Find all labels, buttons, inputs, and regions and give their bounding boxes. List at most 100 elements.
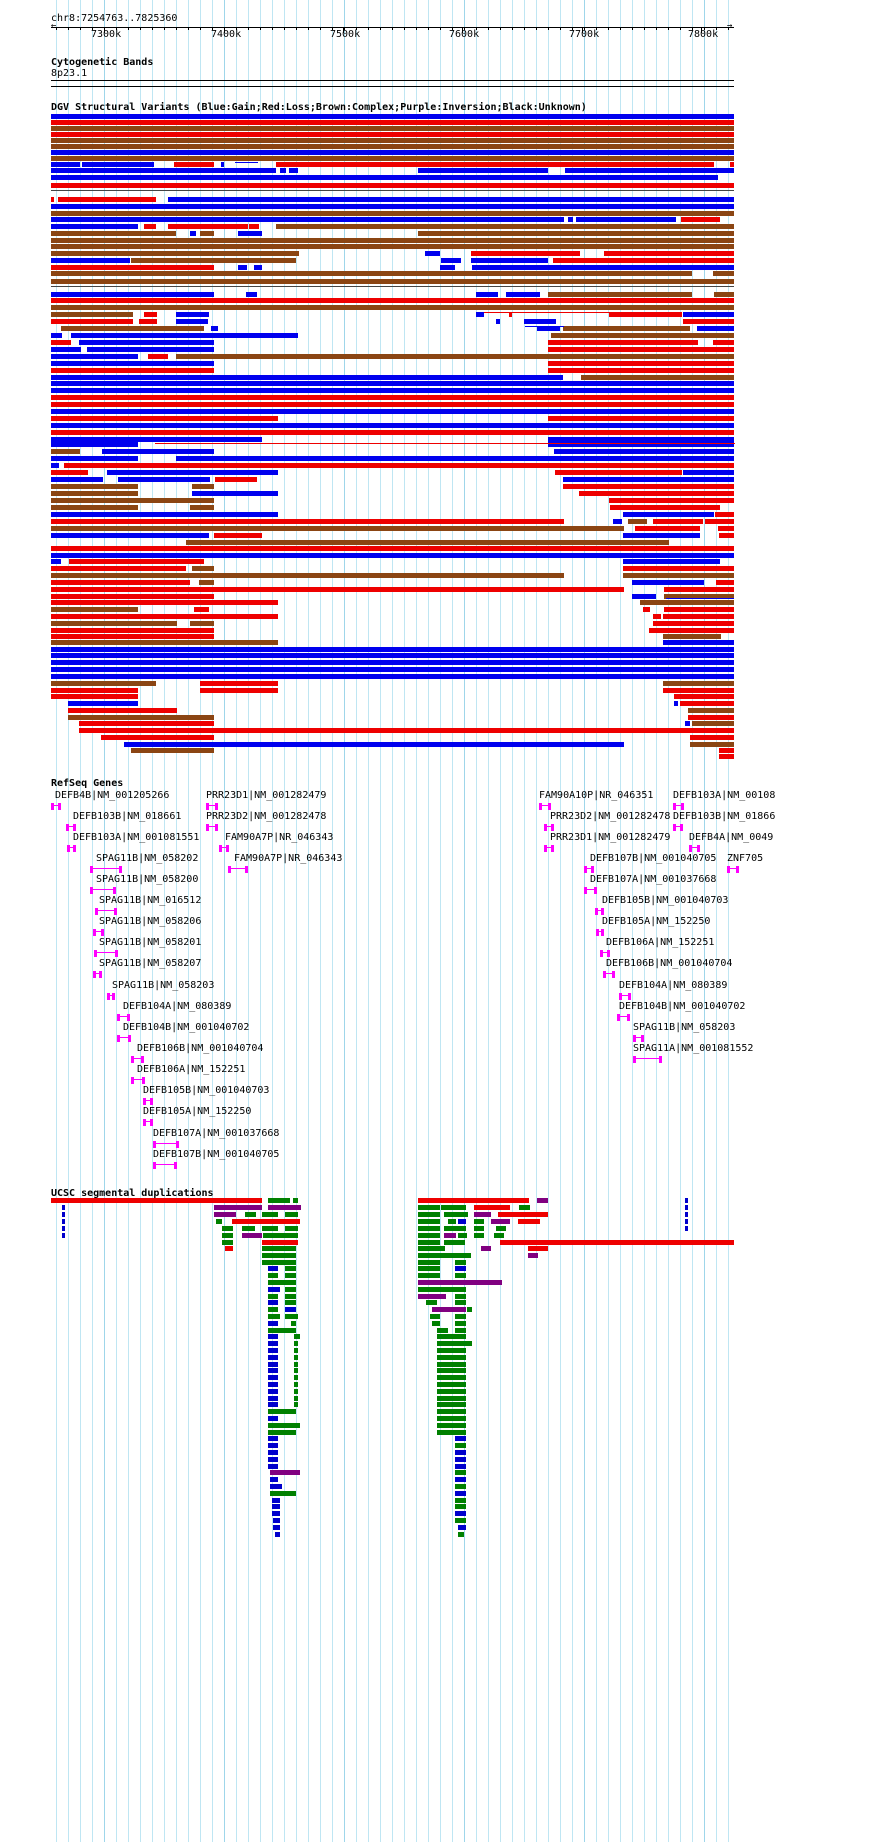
segdup-feature[interactable]: [294, 1375, 298, 1380]
dgv-variant[interactable]: [61, 326, 204, 331]
segdup-feature[interactable]: [273, 1518, 280, 1523]
gene-exon[interactable]: [143, 1119, 146, 1126]
segdup-feature[interactable]: [268, 1266, 278, 1271]
segdup-feature[interactable]: [268, 1450, 278, 1455]
segdup-feature[interactable]: [437, 1355, 466, 1360]
segdup-feature[interactable]: [418, 1253, 471, 1258]
segdup-feature[interactable]: [62, 1233, 65, 1238]
gene-intron-line[interactable]: [206, 826, 218, 827]
segdup-feature[interactable]: [437, 1362, 466, 1367]
segdup-feature[interactable]: [685, 1198, 688, 1203]
dgv-variant[interactable]: [58, 197, 156, 202]
dgv-variant[interactable]: [144, 312, 157, 317]
gene-label[interactable]: DEFB106A|NM_152251: [606, 937, 715, 948]
dgv-variant[interactable]: [139, 319, 157, 324]
segdup-feature[interactable]: [262, 1226, 278, 1231]
segdup-feature[interactable]: [418, 1287, 466, 1292]
segdup-feature[interactable]: [437, 1402, 466, 1407]
dgv-variant[interactable]: [221, 162, 224, 167]
dgv-variant[interactable]: [604, 251, 734, 256]
segdup-feature[interactable]: [62, 1205, 65, 1210]
dgv-variant[interactable]: [51, 150, 734, 155]
dgv-variant[interactable]: [51, 305, 734, 310]
segdup-feature[interactable]: [418, 1212, 440, 1217]
dgv-variant[interactable]: [568, 217, 573, 222]
dgv-variant[interactable]: [51, 319, 133, 324]
dgv-variant[interactable]: [214, 333, 298, 338]
dgv-variant[interactable]: [690, 742, 734, 747]
gene-label[interactable]: DEFB107A|NM_001037668: [153, 1128, 280, 1139]
segdup-feature[interactable]: [500, 1240, 734, 1245]
segdup-feature[interactable]: [285, 1266, 296, 1271]
gene-exon[interactable]: [93, 929, 96, 936]
segdup-feature[interactable]: [268, 1436, 278, 1441]
segdup-feature[interactable]: [294, 1334, 300, 1339]
dgv-variant[interactable]: [623, 512, 714, 517]
segdup-feature[interactable]: [268, 1430, 296, 1435]
segdup-feature[interactable]: [285, 1307, 296, 1312]
segdup-feature[interactable]: [262, 1253, 296, 1258]
dgv-variant[interactable]: [51, 621, 177, 626]
gene-exon[interactable]: [603, 971, 606, 978]
dgv-variant[interactable]: [632, 594, 656, 599]
dgv-variant[interactable]: [148, 354, 168, 359]
dgv-variant[interactable]: [51, 512, 278, 517]
gene-exon[interactable]: [600, 950, 603, 957]
segdup-feature[interactable]: [458, 1532, 464, 1537]
dgv-variant[interactable]: [192, 484, 214, 489]
segdup-feature[interactable]: [455, 1321, 466, 1326]
dgv-variant[interactable]: [714, 292, 734, 297]
dgv-variant-connector[interactable]: [525, 326, 564, 327]
dgv-variant[interactable]: [643, 607, 650, 612]
gene-exon[interactable]: [153, 1141, 156, 1148]
dgv-variant[interactable]: [730, 162, 734, 167]
dgv-variant[interactable]: [418, 231, 734, 236]
dgv-variant[interactable]: [276, 162, 714, 167]
dgv-variant[interactable]: [200, 688, 278, 693]
segdup-feature[interactable]: [437, 1409, 466, 1414]
dgv-variant[interactable]: [51, 144, 734, 149]
dgv-variant[interactable]: [276, 224, 734, 229]
dgv-variant[interactable]: [101, 735, 214, 740]
segdup-feature[interactable]: [214, 1205, 262, 1210]
segdup-feature[interactable]: [285, 1226, 298, 1231]
dgv-variant[interactable]: [690, 735, 734, 740]
segdup-feature[interactable]: [285, 1314, 298, 1319]
segdup-feature[interactable]: [285, 1300, 296, 1305]
segdup-feature[interactable]: [455, 1266, 466, 1271]
dgv-variant[interactable]: [680, 701, 734, 706]
dgv-variant[interactable]: [51, 526, 624, 531]
dgv-variant[interactable]: [51, 477, 103, 482]
dgv-variant[interactable]: [476, 292, 498, 297]
dgv-variant[interactable]: [51, 470, 88, 475]
dgv-variant[interactable]: [632, 580, 704, 585]
dgv-variant[interactable]: [51, 674, 734, 679]
segdup-feature[interactable]: [685, 1212, 688, 1217]
segdup-feature[interactable]: [272, 1504, 280, 1509]
gene-label[interactable]: DEFB104A|NM_080389: [619, 980, 728, 991]
dgv-variant[interactable]: [51, 183, 734, 188]
dgv-variant[interactable]: [51, 120, 734, 125]
segdup-feature[interactable]: [418, 1246, 445, 1251]
dgv-variant[interactable]: [681, 217, 720, 222]
segdup-feature[interactable]: [444, 1226, 466, 1231]
dgv-variant[interactable]: [664, 594, 734, 599]
dgv-variant[interactable]: [87, 347, 214, 352]
gene-label[interactable]: SPAG11B|NM_058202: [96, 853, 199, 864]
gene-intron-line[interactable]: [539, 805, 551, 806]
gene-exon[interactable]: [584, 887, 587, 894]
gene-exon[interactable]: [90, 866, 93, 873]
gene-intron-line[interactable]: [595, 910, 604, 911]
dgv-variant[interactable]: [51, 688, 138, 693]
dgv-variant[interactable]: [683, 319, 734, 324]
gene-label[interactable]: SPAG11B|NM_058203: [112, 980, 215, 991]
segdup-feature[interactable]: [474, 1233, 484, 1238]
segdup-feature[interactable]: [294, 1402, 298, 1407]
dgv-variant[interactable]: [609, 498, 734, 503]
dgv-variant[interactable]: [51, 388, 734, 393]
gene-exon[interactable]: [174, 1162, 177, 1169]
gene-intron-line[interactable]: [95, 910, 117, 911]
dgv-variant[interactable]: [690, 728, 734, 733]
gene-intron-line[interactable]: [66, 826, 76, 827]
dgv-variant[interactable]: [613, 519, 622, 524]
